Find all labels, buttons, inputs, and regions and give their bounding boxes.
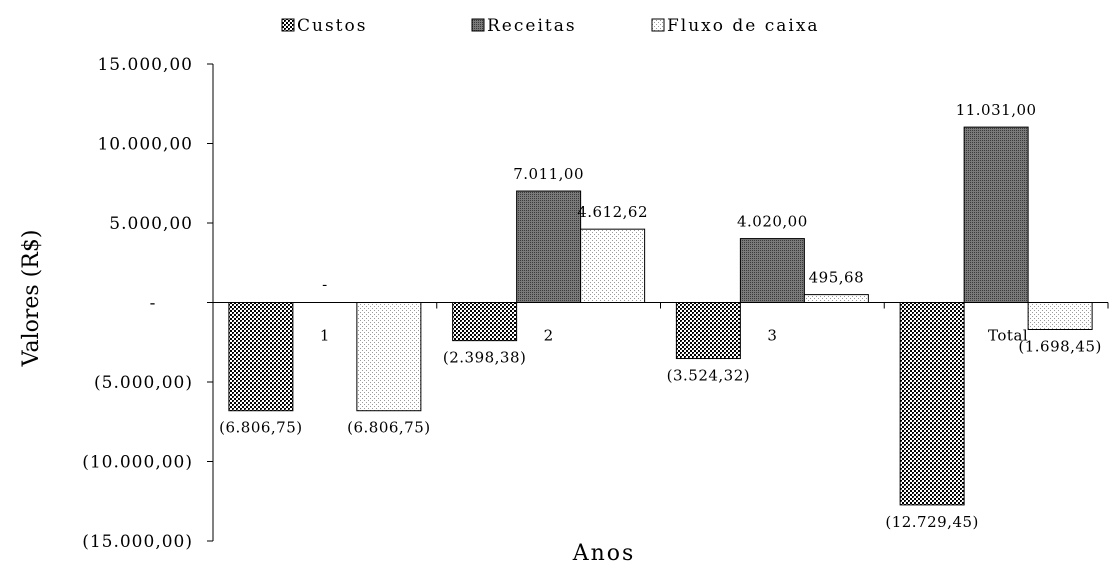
y-tick-label: 15.000,00 <box>97 55 193 75</box>
bar-crosshatch <box>675 302 741 360</box>
legend-label: Custos <box>297 16 367 36</box>
bar-crosshatch <box>899 302 965 506</box>
legend-swatch <box>651 18 665 32</box>
bar-crosshatch <box>228 302 294 412</box>
x-tick-label: 1 <box>320 327 330 345</box>
bar-dark-dots <box>516 190 582 303</box>
bar-light-dots <box>803 294 869 303</box>
y-axis: 15.000,00 10.000,00 5.000,00 - (5.000,00) (10… <box>82 55 214 552</box>
legend-swatch <box>471 18 485 32</box>
legend-label: Receitas <box>487 16 577 36</box>
legend: Custos Receitas Fluxo de caixa <box>281 16 820 36</box>
data-label: 495,68 <box>809 269 865 287</box>
data-label: (6.806,75) <box>219 419 303 437</box>
y-tick-label: 5.000,00 <box>109 214 193 234</box>
bars <box>228 126 1093 506</box>
y-tick-label: (5.000,00) <box>94 373 193 393</box>
bar-light-dots <box>1027 302 1093 331</box>
x-tick-label: 3 <box>767 327 777 345</box>
x-tick-label: 2 <box>544 327 554 345</box>
data-label: - <box>322 276 328 294</box>
data-label: 4.612,62 <box>577 203 648 221</box>
data-label: 4.020,00 <box>737 213 808 231</box>
data-label: (1.698,45) <box>1018 338 1102 356</box>
data-labels: (6.806,75) (2.398,38) (3.524,32) (12.729,45… <box>219 101 1102 531</box>
x-axis-title: Anos <box>572 541 636 566</box>
bar-crosshatch <box>452 302 518 342</box>
bar-light-dots <box>580 228 646 304</box>
x-tick-label: Total <box>988 327 1028 345</box>
y-tick-label: (15.000,00) <box>82 532 193 552</box>
data-label: (12.729,45) <box>885 513 979 531</box>
y-tick-label: - <box>150 294 157 314</box>
y-tick-label: (10.000,00) <box>82 453 193 473</box>
legend-swatch <box>281 18 295 32</box>
y-tick-label: 10.000,00 <box>97 135 193 155</box>
bar-dark-dots <box>739 238 805 303</box>
data-label: (6.806,75) <box>347 419 431 437</box>
legend-label: Fluxo de caixa <box>667 16 820 36</box>
y-axis-title: Valores (R$) <box>19 230 44 368</box>
data-label: 11.031,00 <box>956 101 1037 119</box>
data-label: 7.011,00 <box>513 165 584 183</box>
bar-dark-dots <box>963 126 1029 303</box>
bar-light-dots <box>356 302 422 412</box>
x-axis: 1 2 3 Total <box>212 302 1109 345</box>
data-label: (2.398,38) <box>443 349 527 367</box>
data-label: (3.524,32) <box>667 367 751 385</box>
